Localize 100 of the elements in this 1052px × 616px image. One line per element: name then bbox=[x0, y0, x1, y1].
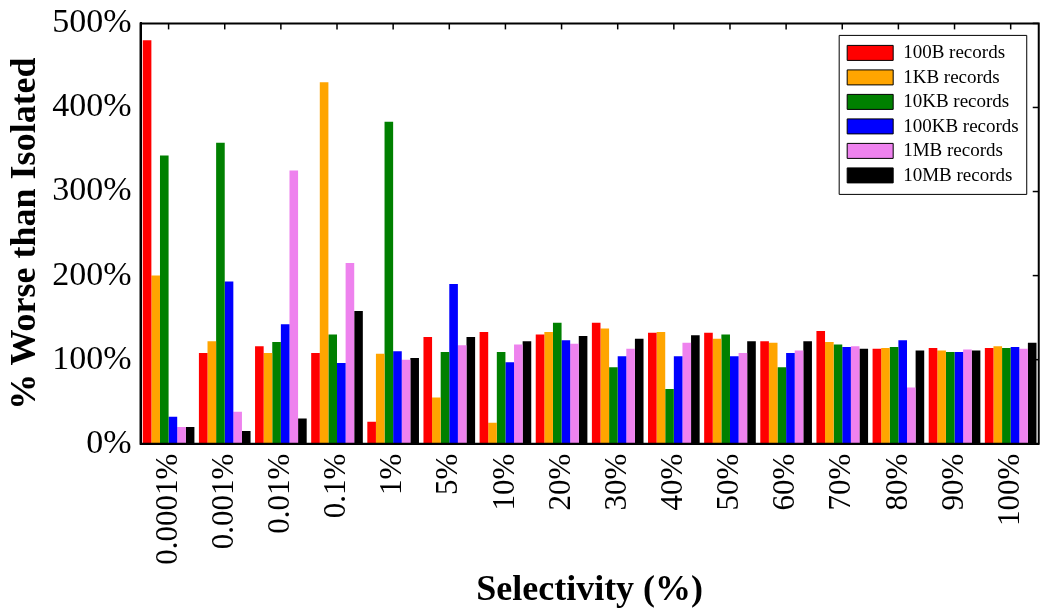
legend-label: 100B records bbox=[903, 41, 1006, 63]
bar bbox=[626, 348, 635, 444]
bar bbox=[1019, 348, 1028, 444]
bar bbox=[729, 356, 739, 444]
bar bbox=[432, 397, 441, 444]
bar bbox=[423, 336, 433, 444]
bar bbox=[704, 332, 713, 444]
legend-label: 1MB records bbox=[903, 139, 1003, 161]
bar bbox=[449, 284, 458, 444]
bar bbox=[375, 353, 385, 444]
bar bbox=[319, 82, 329, 444]
bar bbox=[842, 347, 851, 444]
bar bbox=[648, 332, 657, 444]
bar bbox=[760, 341, 769, 444]
bar bbox=[954, 352, 964, 444]
bar bbox=[535, 334, 545, 444]
x-tick-label: 90% bbox=[934, 453, 970, 511]
bar bbox=[673, 356, 683, 444]
y-tick-label: 300% bbox=[52, 170, 132, 208]
bar bbox=[496, 352, 506, 444]
bar bbox=[488, 422, 497, 444]
bar bbox=[263, 352, 273, 444]
bar bbox=[928, 347, 938, 444]
bar bbox=[198, 352, 208, 444]
bar bbox=[384, 121, 394, 444]
y-axis-title: % Worse than Isolated bbox=[2, 57, 43, 410]
bar bbox=[1010, 347, 1020, 444]
bar bbox=[963, 349, 972, 444]
bar bbox=[367, 421, 376, 444]
x-tick-label: 10% bbox=[485, 453, 521, 511]
bar bbox=[505, 362, 515, 444]
x-tick-label: 0.001% bbox=[204, 453, 240, 550]
bar bbox=[401, 359, 411, 444]
bar bbox=[881, 347, 890, 444]
bar bbox=[177, 426, 186, 444]
bar bbox=[393, 351, 402, 444]
bar bbox=[617, 356, 627, 444]
bar bbox=[825, 342, 834, 444]
bar bbox=[907, 387, 916, 444]
bar bbox=[872, 348, 882, 444]
bar bbox=[1002, 347, 1011, 444]
x-tick-label: 0.0001% bbox=[148, 453, 184, 565]
bar bbox=[255, 346, 264, 444]
y-tick-label: 500% bbox=[52, 2, 132, 40]
bar bbox=[816, 331, 826, 444]
bar bbox=[721, 334, 730, 444]
y-tick-label: 0% bbox=[86, 422, 132, 460]
legend-label: 10MB records bbox=[903, 163, 1013, 185]
bar bbox=[289, 170, 299, 444]
bar bbox=[768, 342, 778, 444]
x-tick-label: 30% bbox=[597, 453, 633, 511]
bar bbox=[898, 340, 908, 444]
x-tick-label: 80% bbox=[878, 453, 914, 511]
x-tick-label: 1% bbox=[373, 453, 409, 496]
bar bbox=[207, 341, 217, 444]
x-axis-title: Selectivity (%) bbox=[476, 567, 704, 608]
bar bbox=[272, 342, 281, 444]
bar bbox=[561, 340, 571, 444]
bar bbox=[337, 363, 346, 444]
bar bbox=[159, 155, 169, 444]
x-tick-label: 0.1% bbox=[317, 453, 353, 519]
bar bbox=[600, 328, 610, 444]
bar bbox=[311, 352, 320, 444]
bar bbox=[937, 350, 946, 444]
bar bbox=[216, 142, 225, 444]
y-tick-label: 200% bbox=[52, 254, 132, 292]
bar bbox=[591, 322, 601, 444]
bar bbox=[665, 389, 674, 444]
bar bbox=[544, 331, 553, 444]
bar bbox=[233, 411, 242, 444]
bar bbox=[552, 322, 562, 444]
bar bbox=[833, 344, 843, 444]
x-tick-label: 0.01% bbox=[261, 453, 297, 534]
x-tick-label: 70% bbox=[822, 453, 858, 511]
y-tick-label: 400% bbox=[52, 86, 132, 124]
bar bbox=[794, 350, 804, 444]
bar bbox=[609, 367, 618, 444]
bar bbox=[328, 334, 338, 444]
bar bbox=[889, 347, 899, 444]
bar bbox=[786, 352, 795, 444]
bar bbox=[224, 281, 234, 444]
bar bbox=[345, 262, 355, 444]
bar bbox=[514, 344, 523, 444]
bar bbox=[656, 331, 666, 444]
bar bbox=[738, 352, 748, 444]
bar bbox=[984, 347, 994, 444]
bar bbox=[993, 346, 1003, 444]
bar bbox=[280, 324, 290, 444]
legend-label: 100KB records bbox=[903, 114, 1019, 136]
legend-label: 10KB records bbox=[903, 90, 1010, 112]
x-tick-label: 100% bbox=[990, 453, 1026, 527]
bar bbox=[440, 352, 450, 444]
bar bbox=[570, 343, 579, 444]
bar bbox=[168, 416, 178, 444]
y-tick-label: 100% bbox=[52, 338, 132, 376]
bar bbox=[457, 345, 467, 444]
bar bbox=[479, 331, 489, 444]
x-tick-label: 60% bbox=[766, 453, 802, 511]
x-tick-label: 5% bbox=[429, 453, 465, 496]
bar bbox=[151, 275, 160, 444]
